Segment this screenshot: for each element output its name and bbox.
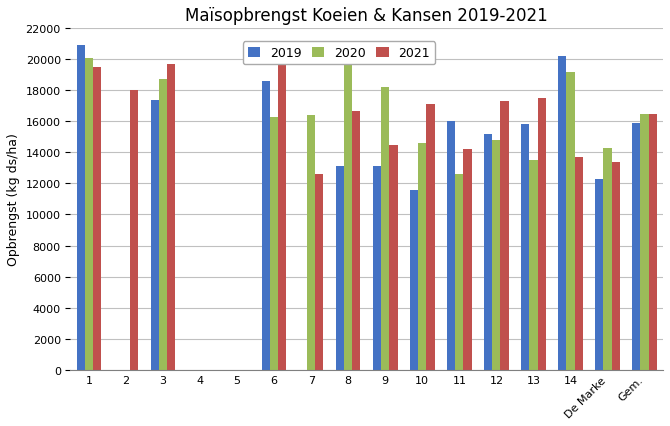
Bar — [130, 91, 138, 370]
Bar — [151, 101, 159, 370]
Bar — [447, 122, 456, 370]
Bar — [410, 190, 418, 370]
Bar — [492, 141, 500, 370]
Bar — [649, 114, 657, 370]
Bar — [537, 99, 545, 370]
Bar — [500, 102, 509, 370]
Bar — [270, 118, 278, 370]
Bar — [566, 72, 575, 370]
Bar — [85, 59, 93, 370]
Bar — [344, 52, 352, 370]
Bar — [632, 124, 641, 370]
Title: Maïsopbrengst Koeien & Kansen 2019-2021: Maïsopbrengst Koeien & Kansen 2019-2021 — [186, 7, 548, 25]
Bar — [641, 114, 649, 370]
Bar — [77, 46, 85, 370]
Bar — [93, 68, 101, 370]
Bar — [373, 167, 381, 370]
Bar — [484, 135, 492, 370]
Bar — [529, 161, 537, 370]
Bar — [575, 158, 583, 370]
Bar — [159, 80, 167, 370]
Bar — [381, 88, 389, 370]
Legend: 2019, 2020, 2021: 2019, 2020, 2021 — [243, 42, 435, 65]
Bar — [558, 57, 566, 370]
Bar — [595, 179, 604, 370]
Bar — [389, 145, 397, 370]
Bar — [464, 150, 472, 370]
Bar — [278, 60, 286, 370]
Bar — [336, 167, 344, 370]
Bar — [521, 125, 529, 370]
Y-axis label: Opbrengst (kg ds/ha): Opbrengst (kg ds/ha) — [7, 133, 20, 266]
Bar — [262, 82, 270, 370]
Bar — [352, 111, 360, 370]
Bar — [167, 65, 176, 370]
Bar — [604, 148, 612, 370]
Bar — [307, 116, 316, 370]
Bar — [418, 144, 426, 370]
Bar — [316, 175, 324, 370]
Bar — [426, 105, 435, 370]
Bar — [456, 175, 464, 370]
Bar — [612, 162, 620, 370]
